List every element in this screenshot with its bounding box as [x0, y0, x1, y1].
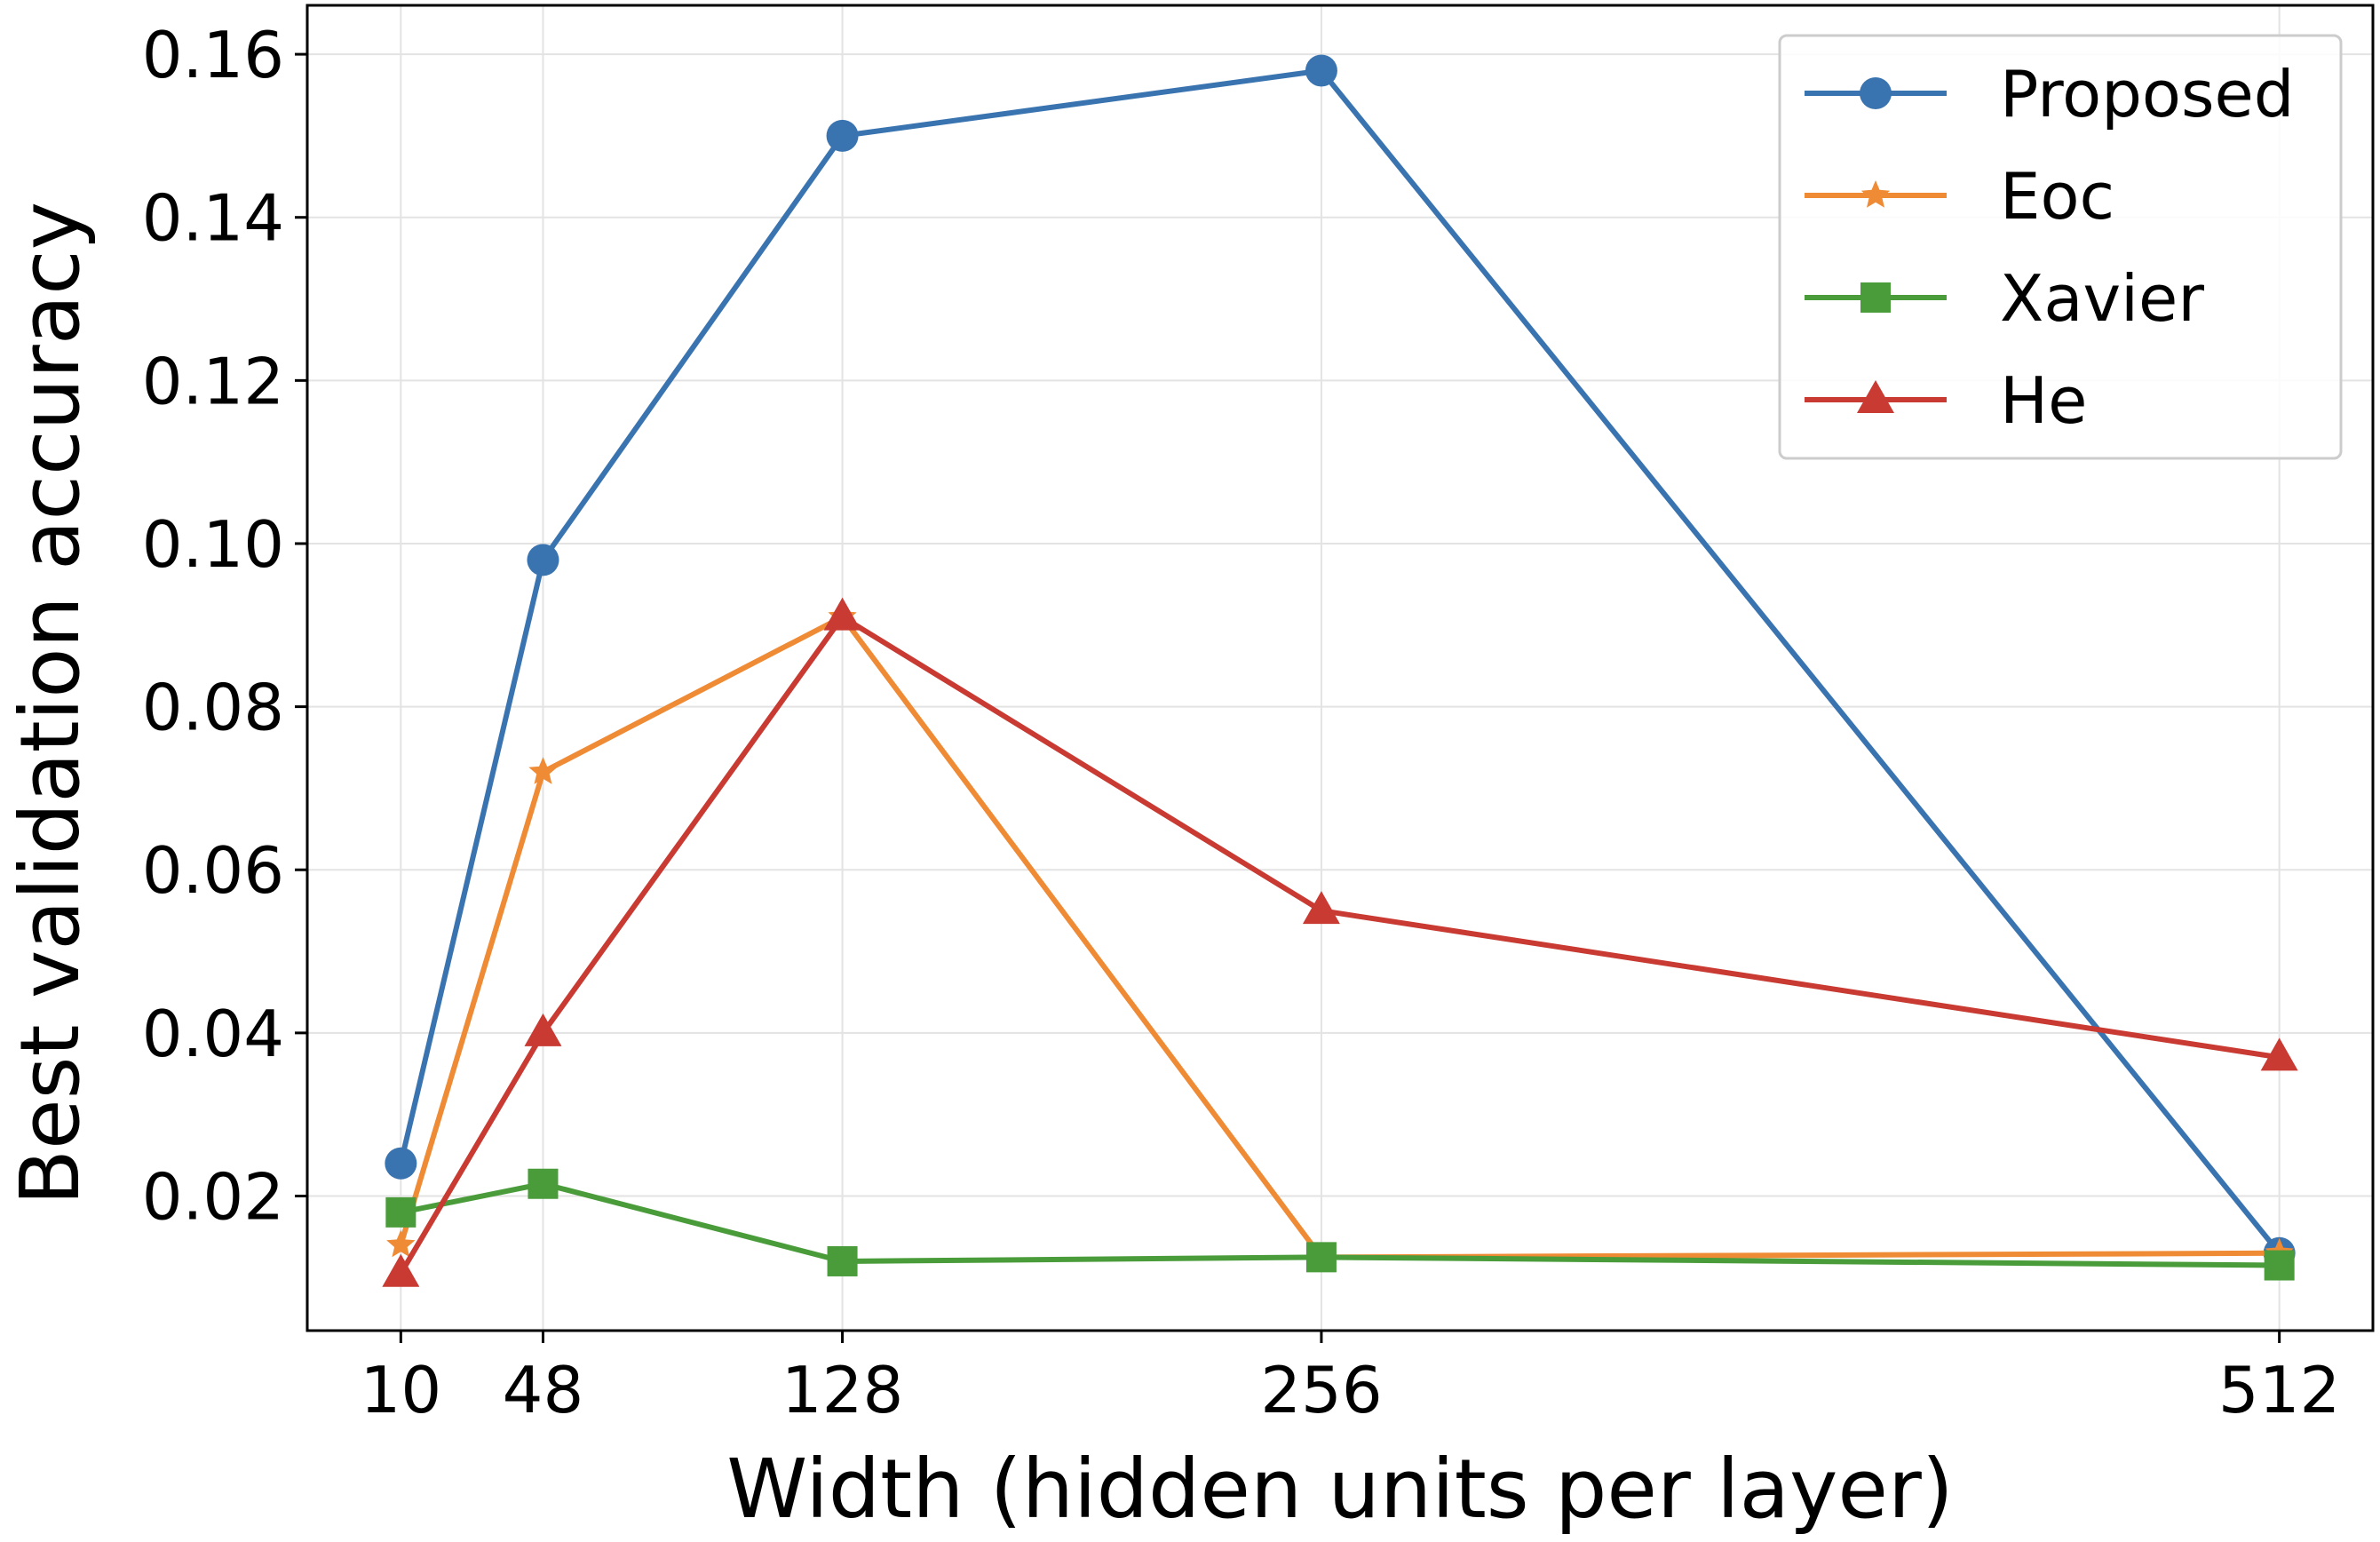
data-point	[1302, 891, 1340, 925]
x-tick-label: 128	[781, 1353, 903, 1427]
legend-entry: Proposed	[1805, 57, 2295, 131]
x-axis-ticks: 10 48 128 256 512	[361, 1331, 2340, 1427]
data-point	[528, 1168, 559, 1199]
x-tick-label: 10	[361, 1353, 442, 1427]
y-tick-label: 0.04	[142, 997, 284, 1071]
x-tick-label: 48	[503, 1353, 584, 1427]
legend-marker	[1857, 380, 1894, 413]
y-tick-label: 0.12	[142, 344, 284, 418]
data-point	[524, 1013, 562, 1046]
data-point	[1305, 1242, 1337, 1273]
data-point	[386, 1229, 416, 1258]
series-he	[382, 597, 2298, 1287]
legend-entry: He	[1805, 363, 2087, 438]
y-tick-label: 0.06	[142, 833, 284, 908]
series-layer	[382, 54, 2298, 1287]
legend-label: Xavier	[2000, 261, 2204, 336]
data-point	[528, 757, 558, 784]
data-point	[385, 1147, 417, 1180]
series-line	[398, 614, 2281, 1276]
legend: Proposed Eoc Xavier He	[1778, 34, 2343, 460]
data-point	[385, 1196, 416, 1228]
x-tick-label: 512	[2218, 1353, 2340, 1427]
x-axis-label: Width (hidden units per layer)	[726, 1442, 1953, 1537]
data-point	[826, 119, 859, 152]
data-point	[1305, 54, 1337, 87]
data-point	[382, 1253, 420, 1287]
y-tick-label: 0.14	[142, 181, 284, 256]
legend-label: Eoc	[2000, 159, 2114, 234]
series-xavier	[385, 1168, 2295, 1281]
legend-entry: Xavier	[1805, 261, 2204, 336]
data-point	[527, 544, 559, 576]
legend-marker	[1860, 77, 1892, 109]
data-point	[827, 1245, 858, 1276]
legend-box	[1778, 34, 2343, 460]
y-axis-label: Best validation accuracy	[3, 202, 98, 1205]
x-tick-label: 256	[1260, 1353, 1382, 1427]
legend-marker	[1860, 180, 1891, 208]
y-tick-label: 0.16	[142, 18, 284, 92]
legend-label: Proposed	[2000, 57, 2295, 131]
plot-frame	[305, 4, 2375, 1332]
legend-label: He	[2000, 363, 2087, 438]
data-point	[2264, 1250, 2295, 1281]
y-axis-ticks: 0.02 0.04 0.06 0.08 0.10 0.12 0.14 0.16	[142, 18, 307, 1235]
series-line	[398, 614, 2280, 1260]
data-point	[2260, 1037, 2298, 1071]
y-tick-label: 0.10	[142, 507, 284, 582]
y-tick-label: 0.08	[142, 671, 284, 745]
data-point	[823, 597, 861, 631]
legend-entry: Eoc	[1805, 159, 2114, 234]
series-eoc	[386, 601, 2294, 1270]
legend-marker	[1860, 282, 1891, 313]
y-tick-label: 0.02	[142, 1160, 284, 1235]
